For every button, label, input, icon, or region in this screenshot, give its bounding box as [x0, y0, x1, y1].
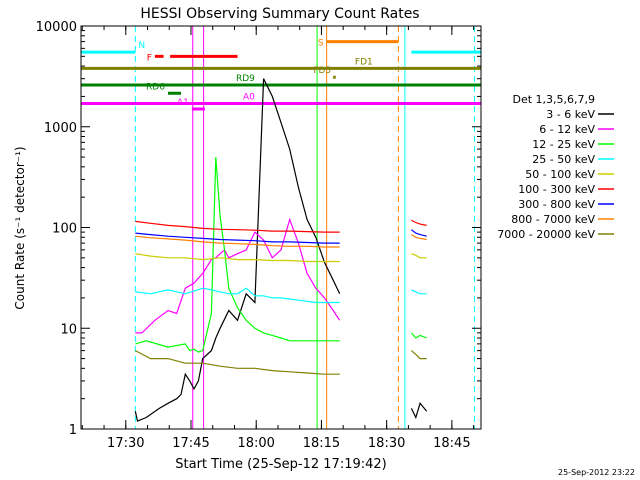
- series-line-7000-20000-kev: [411, 350, 427, 360]
- flag-label-n: N: [138, 41, 145, 51]
- series-line-50-100-kev: [135, 253, 340, 263]
- series-line-25-50-kev: [135, 287, 340, 304]
- series-line-3-6-kev: [410, 402, 428, 420]
- y-axis-label: Count Rate (s⁻¹ detector⁻¹): [13, 146, 27, 309]
- event-marker-lines: [81, 26, 475, 429]
- x-tick-label: 17:30: [107, 436, 144, 451]
- flag-label-rd9: RD9: [236, 74, 255, 84]
- flag-label-rd6: RD6: [146, 82, 165, 92]
- y-tick-label: 1: [69, 423, 77, 438]
- series-line-800-7000-kev: [411, 234, 427, 241]
- series-line-3-6-kev: [134, 78, 341, 422]
- series-line-800-7000-kev: [135, 235, 340, 248]
- legend-item-label: 50 - 100 keV: [525, 168, 595, 181]
- y-tick-label: 10: [60, 322, 77, 337]
- y-tick-label: 100: [52, 222, 77, 237]
- series-line-12-25-kev: [410, 332, 427, 339]
- x-tick-label: 18:00: [237, 436, 274, 451]
- series-line-12-25-kev: [135, 157, 340, 353]
- y-tick-label: 1000: [44, 121, 77, 136]
- x-tick-label: 18:15: [303, 436, 340, 451]
- flag-bars: [81, 40, 481, 111]
- series-line-100-300-kev: [411, 219, 427, 226]
- flag-label-f: F: [147, 53, 152, 63]
- flag-label-fd1: FD1: [355, 57, 373, 67]
- legend-item-label: 800 - 7000 keV: [511, 213, 595, 226]
- series-line-25-50-kev: [411, 289, 427, 295]
- flag-label-s: S: [318, 39, 324, 49]
- series-line-7000-20000-kev: [135, 350, 340, 375]
- x-tick-label: 18:30: [368, 436, 405, 451]
- series-line-6-12-kev: [135, 217, 341, 334]
- x-axis-ticks: 17:30 17:45 18:00 18:15 18:30 18:45: [81, 26, 475, 451]
- flag-label-a1: A1: [177, 98, 189, 108]
- series-line-100-300-kev: [135, 220, 340, 233]
- legend-item-label: 3 - 6 keV: [546, 108, 595, 121]
- legend-item-label: 100 - 300 keV: [518, 183, 595, 196]
- footer-timestamp: 25-Sep-2012 23:22: [558, 468, 635, 477]
- chart-title: HESSI Observing Summary Count Rates: [140, 6, 419, 22]
- legend-item-label: 25 - 50 keV: [532, 153, 595, 166]
- series-line-50-100-kev: [411, 253, 427, 259]
- series-line-300-800-kev: [411, 229, 427, 237]
- legend-title: Det 1,3,5,6,7,9: [512, 93, 595, 106]
- legend-item-label: 6 - 12 keV: [539, 123, 595, 136]
- legend-item-label: 7000 - 20000 keV: [497, 228, 595, 241]
- x-tick-label: 18:45: [433, 436, 470, 451]
- flag-label-fd5: FD5: [313, 66, 331, 76]
- series-line-300-800-kev: [135, 232, 340, 244]
- x-axis-label: Start Time (25-Sep-12 17:19:42): [175, 457, 386, 472]
- flag-label-a0: A0: [243, 93, 255, 103]
- legend-item-label: 12 - 25 keV: [532, 138, 595, 151]
- legend-item-label: 300 - 800 keV: [518, 198, 595, 211]
- legend: Det 1,3,5,6,7,9 3 - 6 keV 6 - 12 keV 12 - …: [497, 93, 614, 241]
- x-tick-label: 17:45: [172, 436, 209, 451]
- flag-labels: NF S FD1 FD5 RD6 RD9 A1 A0: [138, 39, 372, 108]
- data-series: [134, 78, 428, 422]
- plot-frame: [80, 25, 482, 430]
- y-tick-label: 10000: [36, 20, 77, 35]
